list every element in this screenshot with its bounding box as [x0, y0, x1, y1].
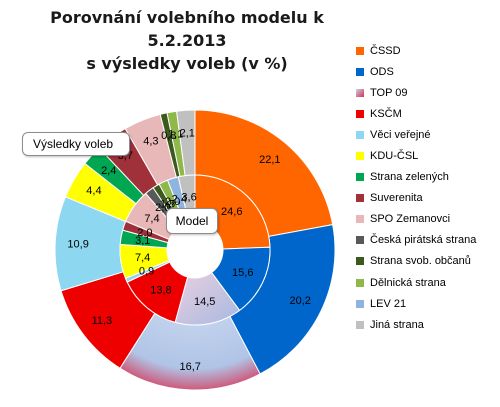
legend-label: KSČM	[370, 107, 402, 120]
inner-slice-label-lev-21: 2,4	[172, 193, 187, 205]
inner-slice-label-strana-svob-obcanu: 1,5	[160, 199, 175, 211]
legend-label: Česká pirátská strana	[370, 234, 477, 247]
outer-ring-results	[54, 109, 336, 391]
legend-item-top-09: TOP 09	[356, 82, 496, 103]
outer-slice-label-strana-zelenych: 2,4	[101, 165, 116, 177]
legend-label: LEV 21	[370, 297, 407, 310]
inner-slice-label-kdu-csl: 7,4	[135, 252, 150, 264]
legend-swatch	[356, 46, 364, 55]
legend-label: KDU-ČSL	[370, 150, 419, 163]
legend-label: Dělnická strana	[370, 276, 446, 289]
legend-swatch	[356, 320, 364, 329]
inner-slice-label-delnicka-strana: 2,0	[165, 196, 180, 208]
legend: ČSSD ODS TOP 09 KSČM Věci veřejné KDU-ČSL Stra…	[356, 40, 496, 335]
legend-item-spo-zemanovci: SPO Zemanovci	[356, 209, 496, 230]
inner-slice-label-suverenita: 2,0	[137, 227, 152, 239]
legend-item-ceska-piratska-strana: Česká pirátská strana	[356, 230, 496, 251]
legend-item-kscm: KSČM	[356, 103, 496, 124]
legend-swatch	[356, 278, 364, 287]
inner-ring-model	[119, 174, 271, 326]
legend-label: ODS	[370, 65, 394, 78]
outer-slice-label-delnicka-strana: 1,1	[168, 129, 183, 141]
legend-item-strana-svob-obcanu: Strana svob. občanů	[356, 251, 496, 272]
chart-title-line-2: s výsledky voleb (v %)	[86, 54, 288, 73]
legend-item-ods: ODS	[356, 61, 496, 82]
outer-slice-label-kdu-csl: 4,4	[86, 185, 101, 197]
legend-item-lev-21: LEV 21	[356, 293, 496, 314]
inner-slice-label-spo-zemanovci: 7,4	[144, 213, 159, 225]
legend-item-strana-zelenych: Strana zelených	[356, 167, 496, 188]
legend-label: Strana svob. občanů	[370, 255, 471, 268]
outer-slice-label-spo-zemanovci: 4,3	[143, 136, 158, 148]
legend-item-jina-strana: Jiná strana	[356, 314, 496, 335]
inner-slice-label-ods: 15,6	[232, 267, 253, 279]
legend-label: Suverenita	[370, 192, 423, 205]
legend-swatch	[356, 257, 364, 266]
legend-item-cssd: ČSSD	[356, 40, 496, 61]
legend-label: SPO Zemanovci	[370, 213, 451, 226]
inner-slice-label-top-09: 14,5	[194, 296, 215, 308]
legend-label: Jiná strana	[370, 318, 424, 331]
inner-slice-label-strana-zelenych: 3,1	[135, 235, 150, 247]
outer-slice-label-ods: 20,2	[290, 295, 311, 307]
outer-slice-label-top-09: 16,7	[180, 361, 201, 373]
legend-item-veci-verejne: Věci veřejné	[356, 124, 496, 145]
inner-slice-label-kscm: 13,8	[150, 285, 171, 297]
chart-title: Porovnání volebního modelu k 5.2.2013 s …	[22, 6, 352, 75]
inner-slice-label-cssd: 24,6	[221, 206, 242, 218]
legend-item-suverenita: Suverenita	[356, 188, 496, 209]
chart-title-line-1: Porovnání volebního modelu k 5.2.2013	[50, 8, 324, 50]
legend-swatch	[356, 236, 364, 245]
legend-swatch	[356, 130, 364, 139]
legend-label: Věci veřejné	[370, 128, 431, 141]
legend-swatch	[356, 173, 364, 182]
legend-item-kdu-csl: KDU-ČSL	[356, 145, 496, 166]
legend-swatch	[356, 215, 364, 224]
legend-swatch	[356, 67, 364, 76]
inner-slice-label-veci-verejne: 0,9	[139, 265, 154, 277]
legend-swatch	[356, 88, 364, 97]
inner-slice-label-jina-strana: 3,6	[181, 191, 196, 203]
slice-labels: 22,120,216,711,310,94,42,43,74,3 0,81,12,…	[67, 127, 311, 373]
legend-label: Strana zelených	[370, 171, 449, 184]
legend-swatch	[356, 299, 364, 308]
outer-slice-label-strana-svob-obcanu: 0,8	[161, 130, 176, 142]
outer-slice-label-cssd: 22,1	[259, 154, 280, 166]
outer-ring-callout: Výsledky voleb	[22, 132, 130, 156]
legend-swatch	[356, 194, 364, 203]
legend-label: ČSSD	[370, 44, 401, 57]
legend-swatch	[356, 152, 364, 161]
outer-slice-label-jina-strana: 2,1	[180, 127, 195, 139]
inner-ring-callout: Model	[166, 208, 218, 234]
legend-swatch	[356, 109, 364, 118]
legend-label: TOP 09	[370, 86, 408, 99]
legend-item-delnicka-strana: Dělnická strana	[356, 272, 496, 293]
outer-slice-label-veci-verejne: 10,9	[67, 238, 88, 250]
outer-slice-label-kscm: 11,3	[92, 315, 113, 327]
